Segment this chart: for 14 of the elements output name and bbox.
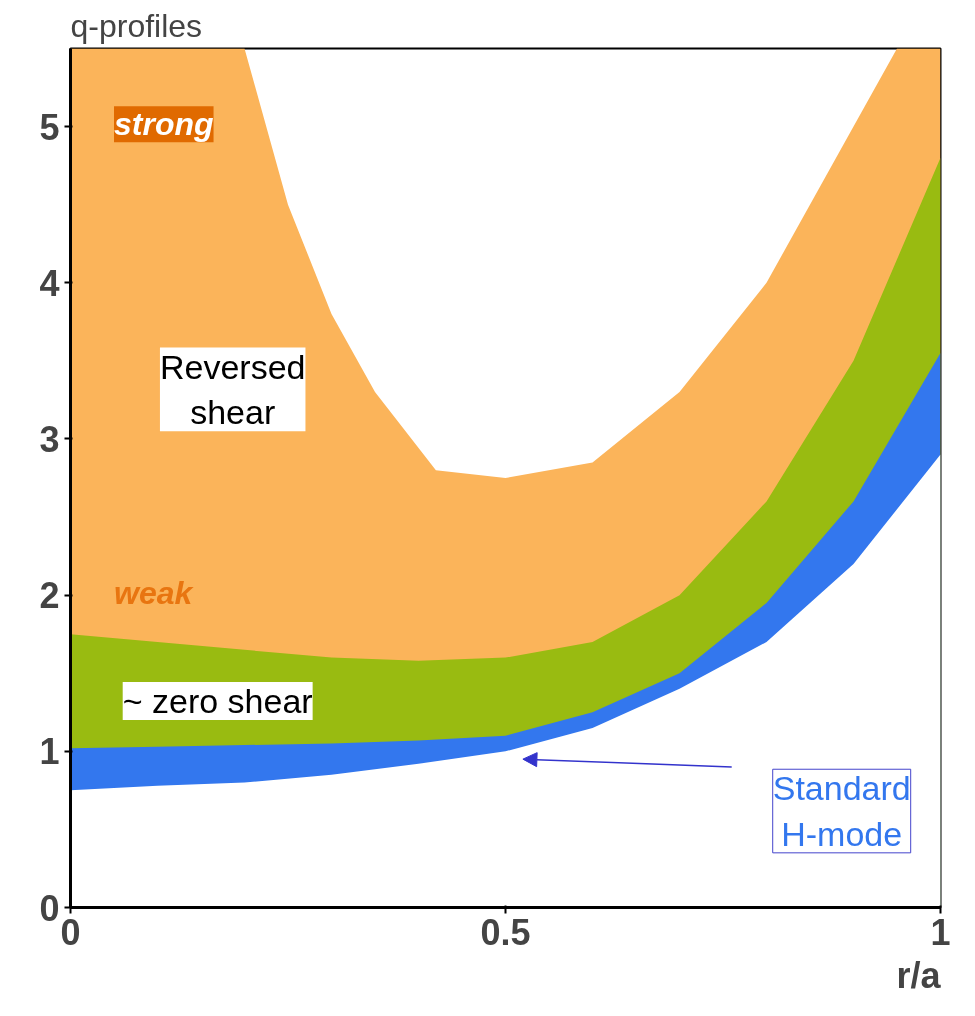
x-tick-label: 1	[930, 911, 951, 953]
y-tick-label: 5	[39, 106, 60, 148]
y-tick-label: 3	[39, 418, 60, 460]
x-tick-label: 0.5	[480, 911, 531, 953]
y-tick-label: 2	[39, 575, 60, 617]
y-tick-label: 1	[39, 731, 60, 773]
y-tick-label: 4	[39, 262, 60, 304]
series-label: Standard H-mode	[772, 769, 911, 853]
chart-title: q-profiles	[70, 7, 203, 44]
annotation: weak	[114, 574, 195, 611]
series-label: Reversed shear	[159, 347, 306, 432]
annotation: strong	[114, 106, 214, 143]
series-label: ~ zero shear	[122, 682, 313, 721]
x-axis-title: r/a	[896, 954, 942, 996]
